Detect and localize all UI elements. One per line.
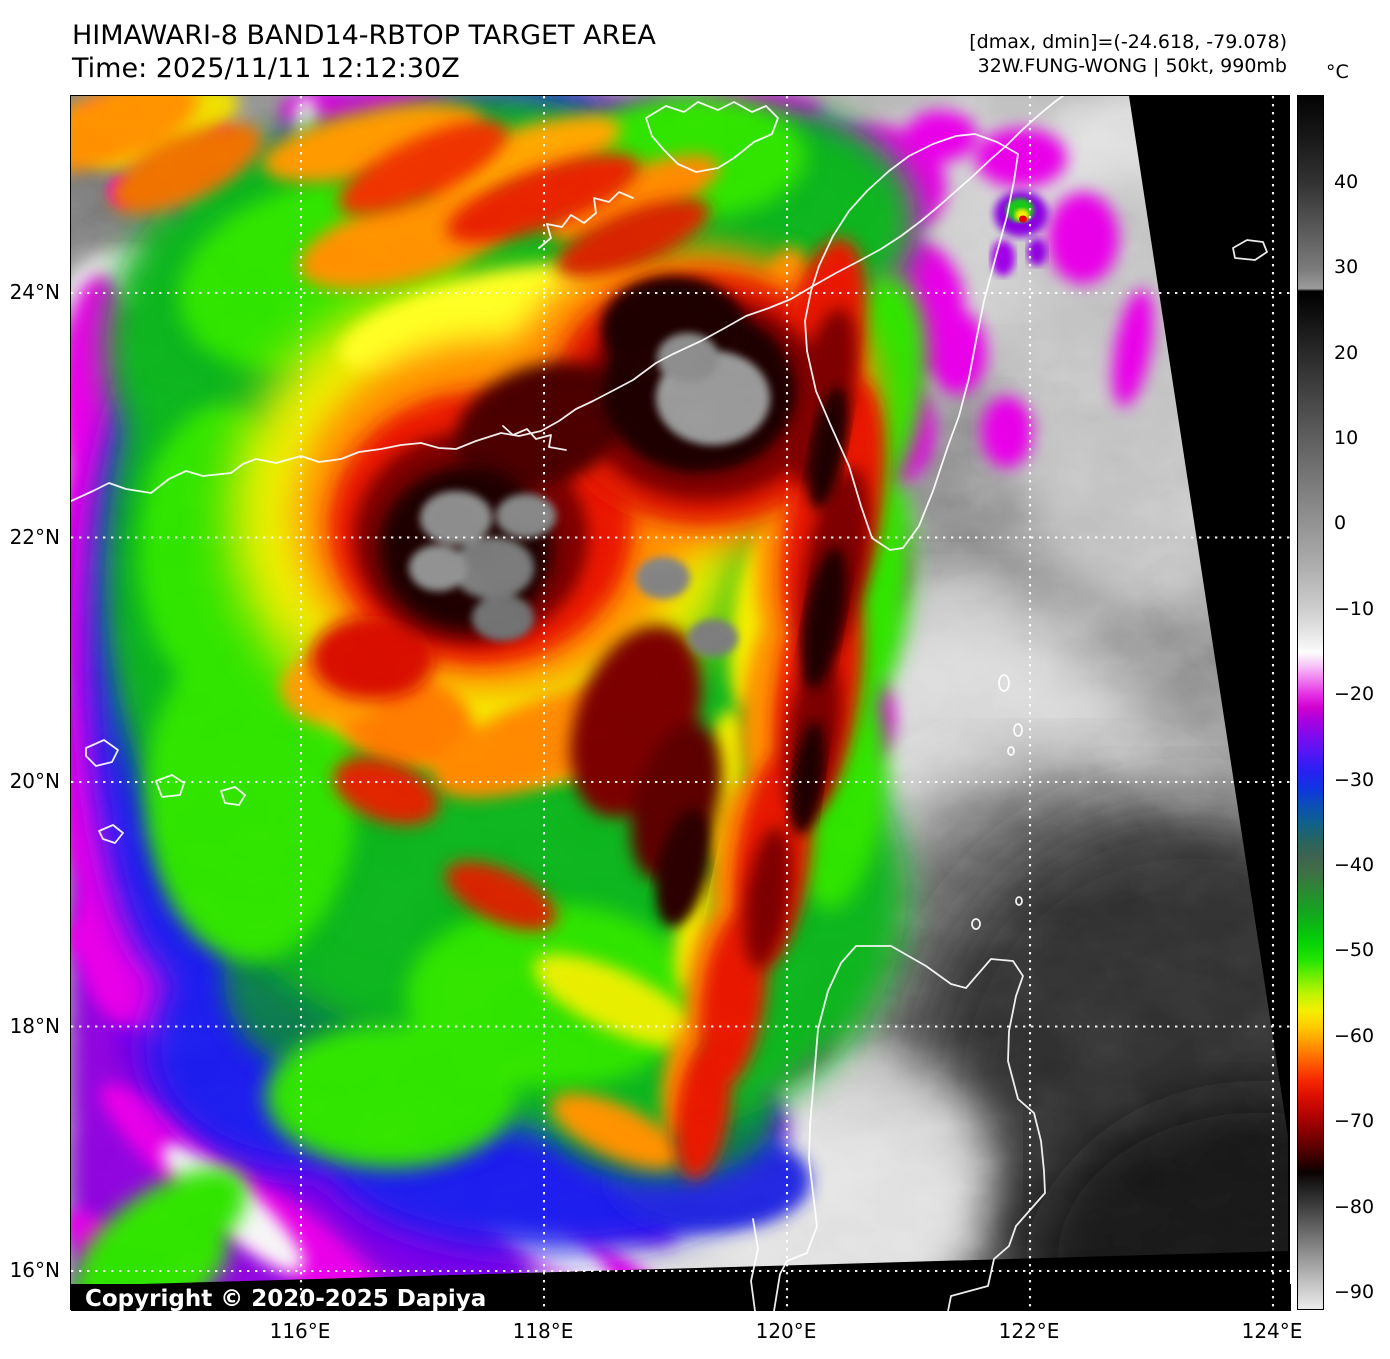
colorbar-tick-label: −30 [1334, 768, 1375, 791]
satellite-map: Copyright © 2020-2025 Dapiya [70, 95, 1291, 1311]
colorbar-tick-label: 40 [1334, 170, 1359, 193]
copyright-bar [71, 1284, 1291, 1311]
lon-tick-label: 120°E [755, 1319, 817, 1343]
colorbar-tick-label: 30 [1334, 256, 1359, 279]
lon-tick-label: 116°E [269, 1319, 331, 1343]
colorbar-tick-label: −20 [1334, 683, 1375, 706]
coastal-lowcloud-outline [645, 101, 779, 173]
china-coastline [71, 96, 1064, 502]
colorbar [1297, 95, 1324, 1310]
timestamp-label: Time: 2025/11/11 12:12:30Z [72, 53, 460, 84]
pearl-delta-islands [85, 739, 246, 844]
lon-tick-label: 122°E [998, 1319, 1060, 1343]
lon-tick-label: 124°E [1241, 1319, 1303, 1343]
calayan-island [971, 918, 981, 930]
xiamen-bays [502, 425, 567, 451]
storm-info-label: 32W.FUNG-WONG | 50kt, 990mb [977, 55, 1287, 77]
taiwan-coastline [804, 133, 1019, 551]
lat-tick-label: 18°N [9, 1013, 60, 1038]
coastlines [71, 96, 1268, 1311]
lat-tick-label: 22°N [9, 524, 60, 549]
lat-tick-label: 16°N [9, 1258, 60, 1282]
dmax-dmin-label: [dmax, dmin]=(-24.618, -79.078) [969, 31, 1287, 53]
sabtang-island [1013, 723, 1023, 737]
latlon-gridlines [71, 96, 1291, 1311]
yaeyama-island [1232, 239, 1268, 261]
colorbar-tick-label: −60 [1334, 1024, 1375, 1047]
fujian-bays [538, 191, 634, 249]
lon-tick-label: 118°E [512, 1319, 574, 1343]
colorbar-tick-label: −50 [1334, 939, 1375, 962]
lingayen-peninsula [750, 1218, 759, 1311]
page-title: HIMAWARI-8 BAND14-RBTOP TARGET AREA [72, 20, 656, 51]
lat-tick-label: 24°N [9, 280, 60, 304]
colorbar-tick-label: 20 [1334, 341, 1359, 364]
camiguin-island [1015, 896, 1023, 906]
lat-tick-label: 20°N [9, 769, 60, 793]
colorbar-unit-label: °C [1326, 61, 1349, 83]
babuyan-island [1007, 746, 1015, 756]
copyright-text: Copyright © 2020-2025 Dapiya [85, 1286, 486, 1311]
batan-island [998, 674, 1010, 692]
colorbar-tick-label: −70 [1334, 1110, 1375, 1133]
colorbar-tick-label: −10 [1334, 597, 1375, 620]
colorbar-tick-label: 10 [1334, 427, 1359, 450]
colorbar-tick-label: −40 [1334, 854, 1375, 876]
colorbar-tick-label: −80 [1334, 1195, 1375, 1218]
colorbar-tick-label: −90 [1334, 1280, 1375, 1303]
colorbar-tick-label: 0 [1334, 512, 1347, 535]
satellite-scene: Copyright © 2020-2025 Dapiya [71, 96, 1291, 1311]
